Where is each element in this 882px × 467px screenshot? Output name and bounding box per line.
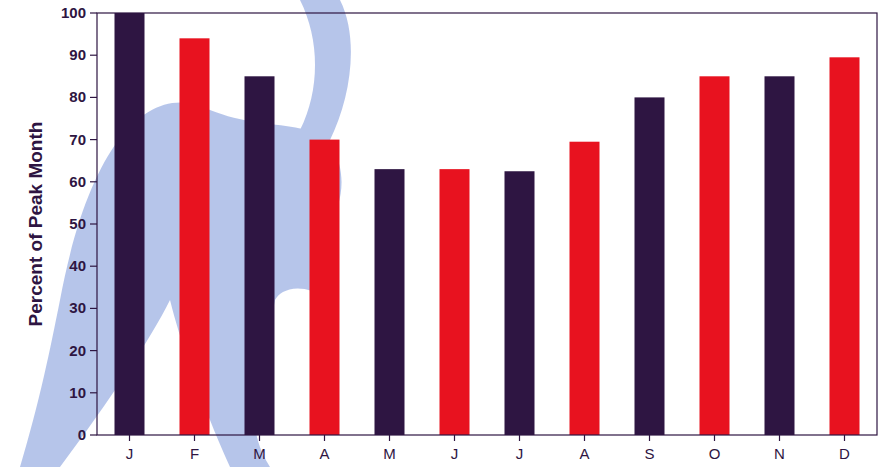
bar [440, 169, 470, 435]
x-tick-label: M [253, 445, 266, 462]
y-tick-label: 70 [69, 131, 86, 148]
x-tick-label: A [319, 445, 329, 462]
y-tick [90, 308, 97, 309]
x-tick [584, 435, 585, 441]
x-tick-label: M [383, 445, 396, 462]
y-tick-label: 80 [69, 88, 86, 105]
x-tick-label: F [190, 445, 199, 462]
x-tick-label: J [516, 445, 524, 462]
x-tick [259, 435, 260, 441]
bar [375, 169, 405, 435]
y-tick [90, 350, 97, 351]
bar [830, 57, 860, 435]
x-tick-label: O [709, 445, 721, 462]
y-tick [90, 12, 97, 13]
y-tick [90, 97, 97, 98]
y-tick-label: 90 [69, 46, 86, 63]
y-tick-label: 50 [69, 215, 86, 232]
x-tick-label: S [644, 445, 654, 462]
background-figure [20, 0, 351, 467]
x-tick [389, 435, 390, 441]
y-tick [90, 223, 97, 224]
y-tick-label: 0 [78, 426, 86, 443]
y-tick-label: 100 [61, 4, 86, 21]
y-tick-label: 10 [69, 384, 86, 401]
y-tick [90, 266, 97, 267]
x-tick [324, 435, 325, 441]
bars [115, 13, 860, 435]
x-tick-label: J [451, 445, 459, 462]
y-tick [90, 181, 97, 182]
y-axis-title: Percent of Peak Month [25, 122, 46, 327]
x-tick-label: D [839, 445, 850, 462]
y-tick-label: 40 [69, 257, 86, 274]
y-tick [90, 55, 97, 56]
bar [635, 97, 665, 435]
x-tick [779, 435, 780, 441]
x-tick [649, 435, 650, 441]
x-tick-label: N [774, 445, 785, 462]
y-tick [90, 139, 97, 140]
bar [765, 76, 795, 435]
x-tick-label: A [579, 445, 589, 462]
bar [115, 13, 145, 435]
x-tick [714, 435, 715, 441]
x-tick [844, 435, 845, 441]
x-tick [519, 435, 520, 441]
y-tick-label: 60 [69, 173, 86, 190]
bar [310, 140, 340, 435]
y-tick [90, 392, 97, 393]
bar [505, 171, 535, 435]
x-tick [129, 435, 130, 441]
bar [700, 76, 730, 435]
x-tick [194, 435, 195, 441]
y-tick [90, 434, 97, 435]
y-tick-label: 30 [69, 299, 86, 316]
bar [180, 38, 210, 435]
x-tick-label: J [126, 445, 134, 462]
plot-frame [97, 13, 877, 435]
y-tick-label: 20 [69, 342, 86, 359]
bar [570, 142, 600, 435]
bar [245, 76, 275, 435]
x-tick [454, 435, 455, 441]
